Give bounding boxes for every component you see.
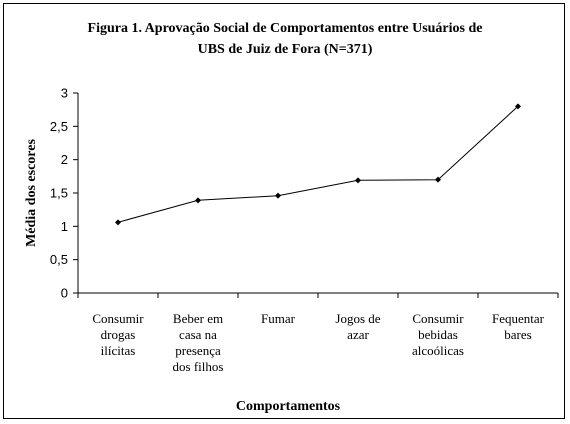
x-tick-label: Fequentar bares bbox=[492, 311, 545, 342]
x-tick-label: Fumar bbox=[261, 311, 296, 326]
y-axis-title: Média dos escores bbox=[24, 139, 39, 247]
chart-title-line-1: Figura 1. Aprovação Social de Comportame… bbox=[87, 21, 483, 36]
x-tick-label-line: Consumir bbox=[412, 311, 464, 326]
x-tick-label: Consumir bebidas alcoólicas bbox=[412, 311, 464, 358]
x-tick-label: Consumir drogas ilícitas bbox=[92, 311, 144, 358]
y-tick-label: 1 bbox=[61, 219, 68, 234]
data-point-marker bbox=[355, 177, 361, 184]
chart-axes bbox=[77, 93, 558, 294]
x-tick-label-line: bares bbox=[504, 327, 531, 342]
y-tick-label: 1,5 bbox=[50, 186, 68, 201]
x-tick-label-line: drogas bbox=[101, 327, 136, 342]
x-tick-label: Beber em casa na presença dos filhos bbox=[173, 311, 224, 374]
series-line bbox=[117, 105, 519, 223]
x-tick-label-line: bebidas bbox=[418, 327, 458, 342]
y-tick-label: 0 bbox=[61, 286, 68, 301]
data-point-marker bbox=[435, 176, 441, 183]
x-tick-label-line: Beber em bbox=[173, 311, 223, 326]
x-tick-label-line: presença bbox=[175, 343, 221, 358]
x-axis-title: Comportamentos bbox=[236, 399, 341, 414]
y-axis-ticks: 0 0,5 1 1,5 2 2,5 3 bbox=[50, 86, 78, 301]
y-tick-label: 2,5 bbox=[50, 119, 68, 134]
x-tick-label-line: Consumir bbox=[92, 311, 144, 326]
y-tick-label: 0,5 bbox=[50, 252, 68, 267]
data-point-marker bbox=[115, 219, 121, 226]
data-point-marker bbox=[275, 192, 281, 199]
y-tick-label: 2 bbox=[61, 152, 68, 167]
x-tick-label-line: casa na bbox=[179, 327, 217, 342]
x-tick-label-line: Jogos de bbox=[335, 311, 380, 326]
x-tick-label-line: ilícitas bbox=[101, 343, 136, 358]
y-tick-label: 3 bbox=[61, 86, 68, 101]
x-tick-label-line: Fumar bbox=[261, 311, 296, 326]
x-tick-label-line: alcoólicas bbox=[412, 343, 464, 358]
x-tick-label-line: Fequentar bbox=[492, 311, 545, 326]
chart-title: Figura 1. Aprovação Social de Comportame… bbox=[0, 18, 570, 60]
x-tick-label-line: azar bbox=[347, 327, 369, 342]
data-point-marker bbox=[515, 103, 521, 110]
chart-frame bbox=[3, 3, 565, 419]
data-point-marker bbox=[195, 197, 201, 204]
series-line-group bbox=[115, 103, 521, 226]
chart-title-line-2: UBS de Juiz de Fora (N=371) bbox=[197, 42, 373, 57]
x-tick-label: Jogos de azar bbox=[335, 311, 380, 342]
x-tick-label-line: dos filhos bbox=[173, 359, 224, 374]
